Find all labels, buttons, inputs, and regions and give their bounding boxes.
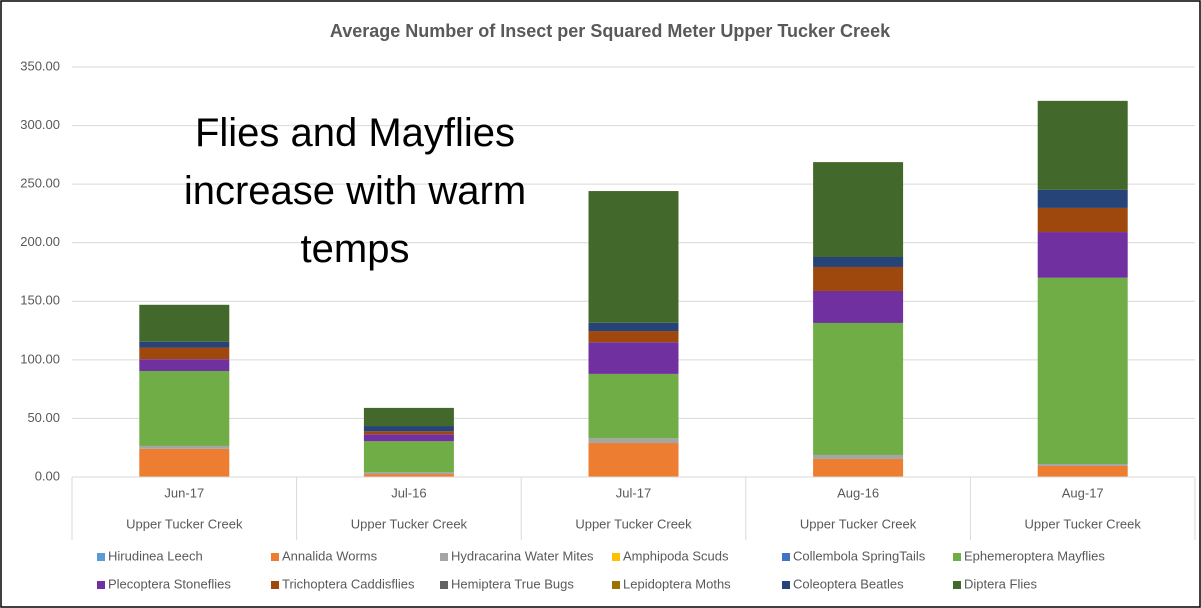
legend-label: Hirudinea Leech [108, 548, 203, 563]
bar-segment [139, 445, 230, 449]
bar-segment [813, 322, 904, 455]
legend-swatch [97, 581, 105, 589]
legend-swatch [271, 553, 279, 561]
legend-swatch [612, 553, 620, 561]
legend-swatch [953, 553, 961, 561]
bar-segment [588, 443, 679, 477]
x-tick-label: Aug-16 [837, 485, 879, 500]
bar-segment [588, 191, 679, 323]
legend-label: Hemiptera True Bugs [451, 576, 574, 591]
bar-segment [1037, 465, 1128, 477]
legend-label: Trichoptera Caddisflies [282, 576, 415, 591]
bar-segment [1037, 463, 1128, 466]
legend-label: Annalida Worms [282, 548, 378, 563]
x-group-label: Upper Tucker Creek [575, 516, 692, 531]
bar-segment [363, 407, 454, 427]
x-tick-label: Aug-17 [1062, 485, 1104, 500]
y-tick-label: 0.00 [35, 468, 60, 483]
legend-swatch [97, 553, 105, 561]
legend-label: Collembola SpringTails [793, 548, 926, 563]
bar-segment [588, 373, 679, 439]
bar-segment [363, 434, 454, 442]
legend-swatch [440, 581, 448, 589]
bar-segment [1037, 232, 1128, 278]
legend-label: Plecoptera Stoneflies [108, 576, 231, 591]
bar-segment [363, 431, 454, 435]
y-tick-label: 150.00 [20, 293, 60, 308]
bar-segment [813, 454, 904, 459]
bar-segment [1037, 207, 1128, 233]
bar-segment [1037, 189, 1128, 208]
y-tick-label: 50.00 [27, 410, 60, 425]
bar-segment [363, 426, 454, 432]
y-tick-label: 100.00 [20, 351, 60, 366]
x-group-label: Upper Tucker Creek [800, 516, 917, 531]
bar-segment [139, 347, 230, 360]
legend-label: Amphipoda Scuds [623, 548, 729, 563]
bar-segment [139, 359, 230, 371]
x-group-label: Upper Tucker Creek [126, 516, 243, 531]
y-tick-label: 300.00 [20, 117, 60, 132]
x-group-label: Upper Tucker Creek [351, 516, 468, 531]
legend-swatch [953, 581, 961, 589]
bar-segment [813, 290, 904, 323]
legend-label: Ephemeroptera Mayflies [964, 548, 1105, 563]
bar-segment [139, 304, 230, 342]
bar-segment [139, 448, 230, 477]
x-tick-label: Jul-16 [391, 485, 426, 500]
bar-segment [813, 257, 904, 267]
legend-label: Hydracarina Water Mites [451, 548, 594, 563]
y-tick-label: 200.00 [20, 234, 60, 249]
annotation: Flies and Mayflies increase with warm te… [183, 111, 527, 271]
bar-segment [139, 370, 230, 446]
chart-title: Average Number of Insect per Squared Met… [330, 21, 891, 41]
legend-swatch [612, 581, 620, 589]
legend-label: Diptera Flies [964, 576, 1037, 591]
bar-segment [363, 441, 454, 473]
bar-segment [139, 341, 230, 348]
bar-segment [363, 474, 454, 477]
y-tick-label: 350.00 [20, 58, 60, 73]
bar-segment [588, 331, 679, 343]
bar-segment [363, 472, 454, 475]
x-tick-label: Jun-17 [164, 485, 204, 500]
y-tick-label: 250.00 [20, 176, 60, 191]
bar-segment [1037, 277, 1128, 464]
x-group-label: Upper Tucker Creek [1025, 516, 1142, 531]
legend-swatch [440, 553, 448, 561]
legend-swatch [782, 553, 790, 561]
bar-segment [588, 438, 679, 444]
bar-segment [813, 266, 904, 291]
bar-segment [1037, 100, 1128, 190]
bar-segment [588, 322, 679, 332]
legend-label: Lepidoptera Moths [623, 576, 731, 591]
bar-segment [588, 342, 679, 374]
x-tick-label: Jul-17 [616, 485, 651, 500]
legend-swatch [782, 581, 790, 589]
legend-swatch [271, 581, 279, 589]
legend-label: Coleoptera Beatles [793, 576, 904, 591]
bar-segment [813, 458, 904, 477]
bar-segment [813, 162, 904, 258]
